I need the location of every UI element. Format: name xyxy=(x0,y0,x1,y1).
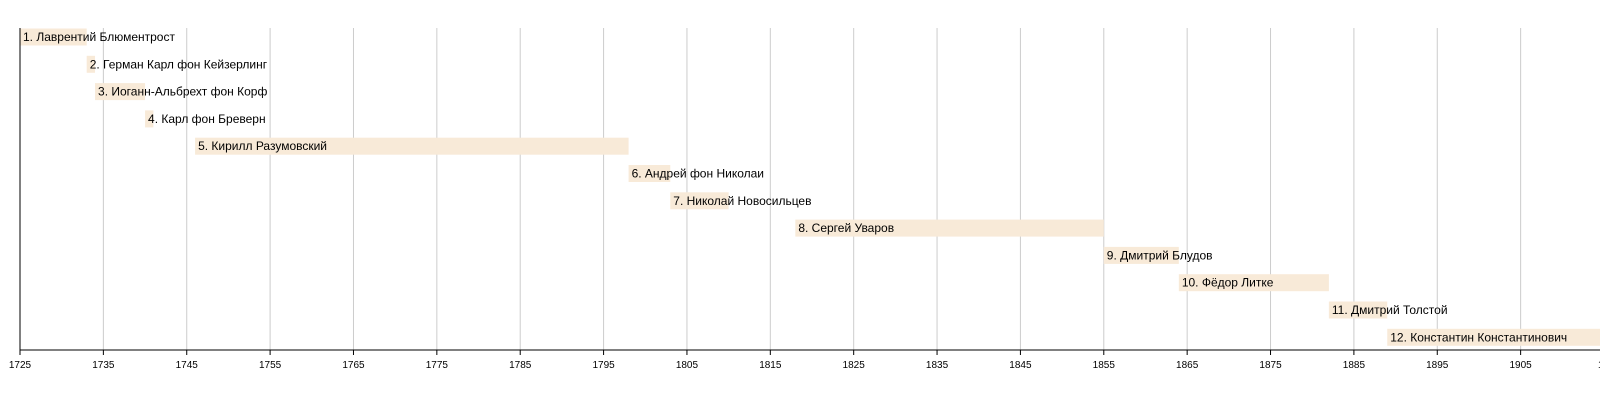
timeline-bar xyxy=(1178,274,1329,292)
bar-label: 11. Дмитрий Толстой xyxy=(1332,303,1448,317)
bar-label: 9. Дмитрий Блудов xyxy=(1107,248,1213,262)
timeline-bar xyxy=(95,83,146,101)
bar-label: 12. Константин Константинович xyxy=(1390,330,1567,344)
bar-label: 6. Андрей фон Николаи xyxy=(632,167,764,181)
x-tick-label: 1745 xyxy=(176,360,199,371)
timeline-bar xyxy=(1103,246,1179,264)
grid-lines xyxy=(102,28,1522,350)
x-tick-label: 1865 xyxy=(1176,360,1199,371)
timeline-bar xyxy=(195,137,629,155)
x-tick-label: 1855 xyxy=(1093,360,1116,371)
bar-label: 8. Сергей Уваров xyxy=(798,221,894,235)
timeline-bar xyxy=(1387,328,1600,346)
timeline-bar xyxy=(670,192,729,210)
timeline-bar xyxy=(86,55,96,73)
x-tick-label: 1885 xyxy=(1343,360,1366,371)
x-tick-label: 1775 xyxy=(426,360,449,371)
bar-label: 3. Иоганн-Альбрехт фон Корф xyxy=(98,85,267,99)
x-tick-label: 1765 xyxy=(342,360,365,371)
x-tick-label: 1755 xyxy=(259,360,282,371)
bar-label: 10. Фёдор Литке xyxy=(1182,276,1274,290)
bar-label: 4. Карл фон Бреверн xyxy=(148,112,266,126)
x-tick-label: 1895 xyxy=(1426,360,1449,371)
x-tick-label: 1875 xyxy=(1259,360,1282,371)
x-tick-label: 1825 xyxy=(843,360,866,371)
timeline-bar xyxy=(20,28,87,46)
timeline-bar xyxy=(795,219,1104,237)
x-tick-label: 1835 xyxy=(926,360,949,371)
timeline-bar xyxy=(1328,301,1388,319)
bars: 1. Лаврентий Блюментрост 2. Герман Карл ф… xyxy=(20,28,1600,346)
x-tick-label: 1735 xyxy=(92,360,115,371)
bar-label: 1. Лаврентий Блюментрост xyxy=(23,30,175,44)
x-tick-label: 1845 xyxy=(1009,360,1032,371)
x-tick-label: 19 xyxy=(1598,360,1600,371)
bar-label: 5. Кирилл Разумовский xyxy=(198,139,327,153)
x-tick-label: 1815 xyxy=(759,360,782,371)
x-tick-label: 1725 xyxy=(9,360,32,371)
timeline-bar xyxy=(628,165,671,182)
x-tick-label: 1785 xyxy=(509,360,532,371)
bar-label: 7. Николай Новосильцев xyxy=(673,194,811,208)
x-tick-label: 1795 xyxy=(592,360,615,371)
x-axis: 1725 1735 1745 1755 1765 1775 1785 1795 1805 1815… xyxy=(9,28,1600,371)
x-tick-label: 1905 xyxy=(1510,360,1533,371)
timeline-bar xyxy=(145,110,154,128)
bar-label: 2. Герман Карл фон Кейзерлинг xyxy=(90,57,268,71)
x-tick-label: 1805 xyxy=(676,360,699,371)
